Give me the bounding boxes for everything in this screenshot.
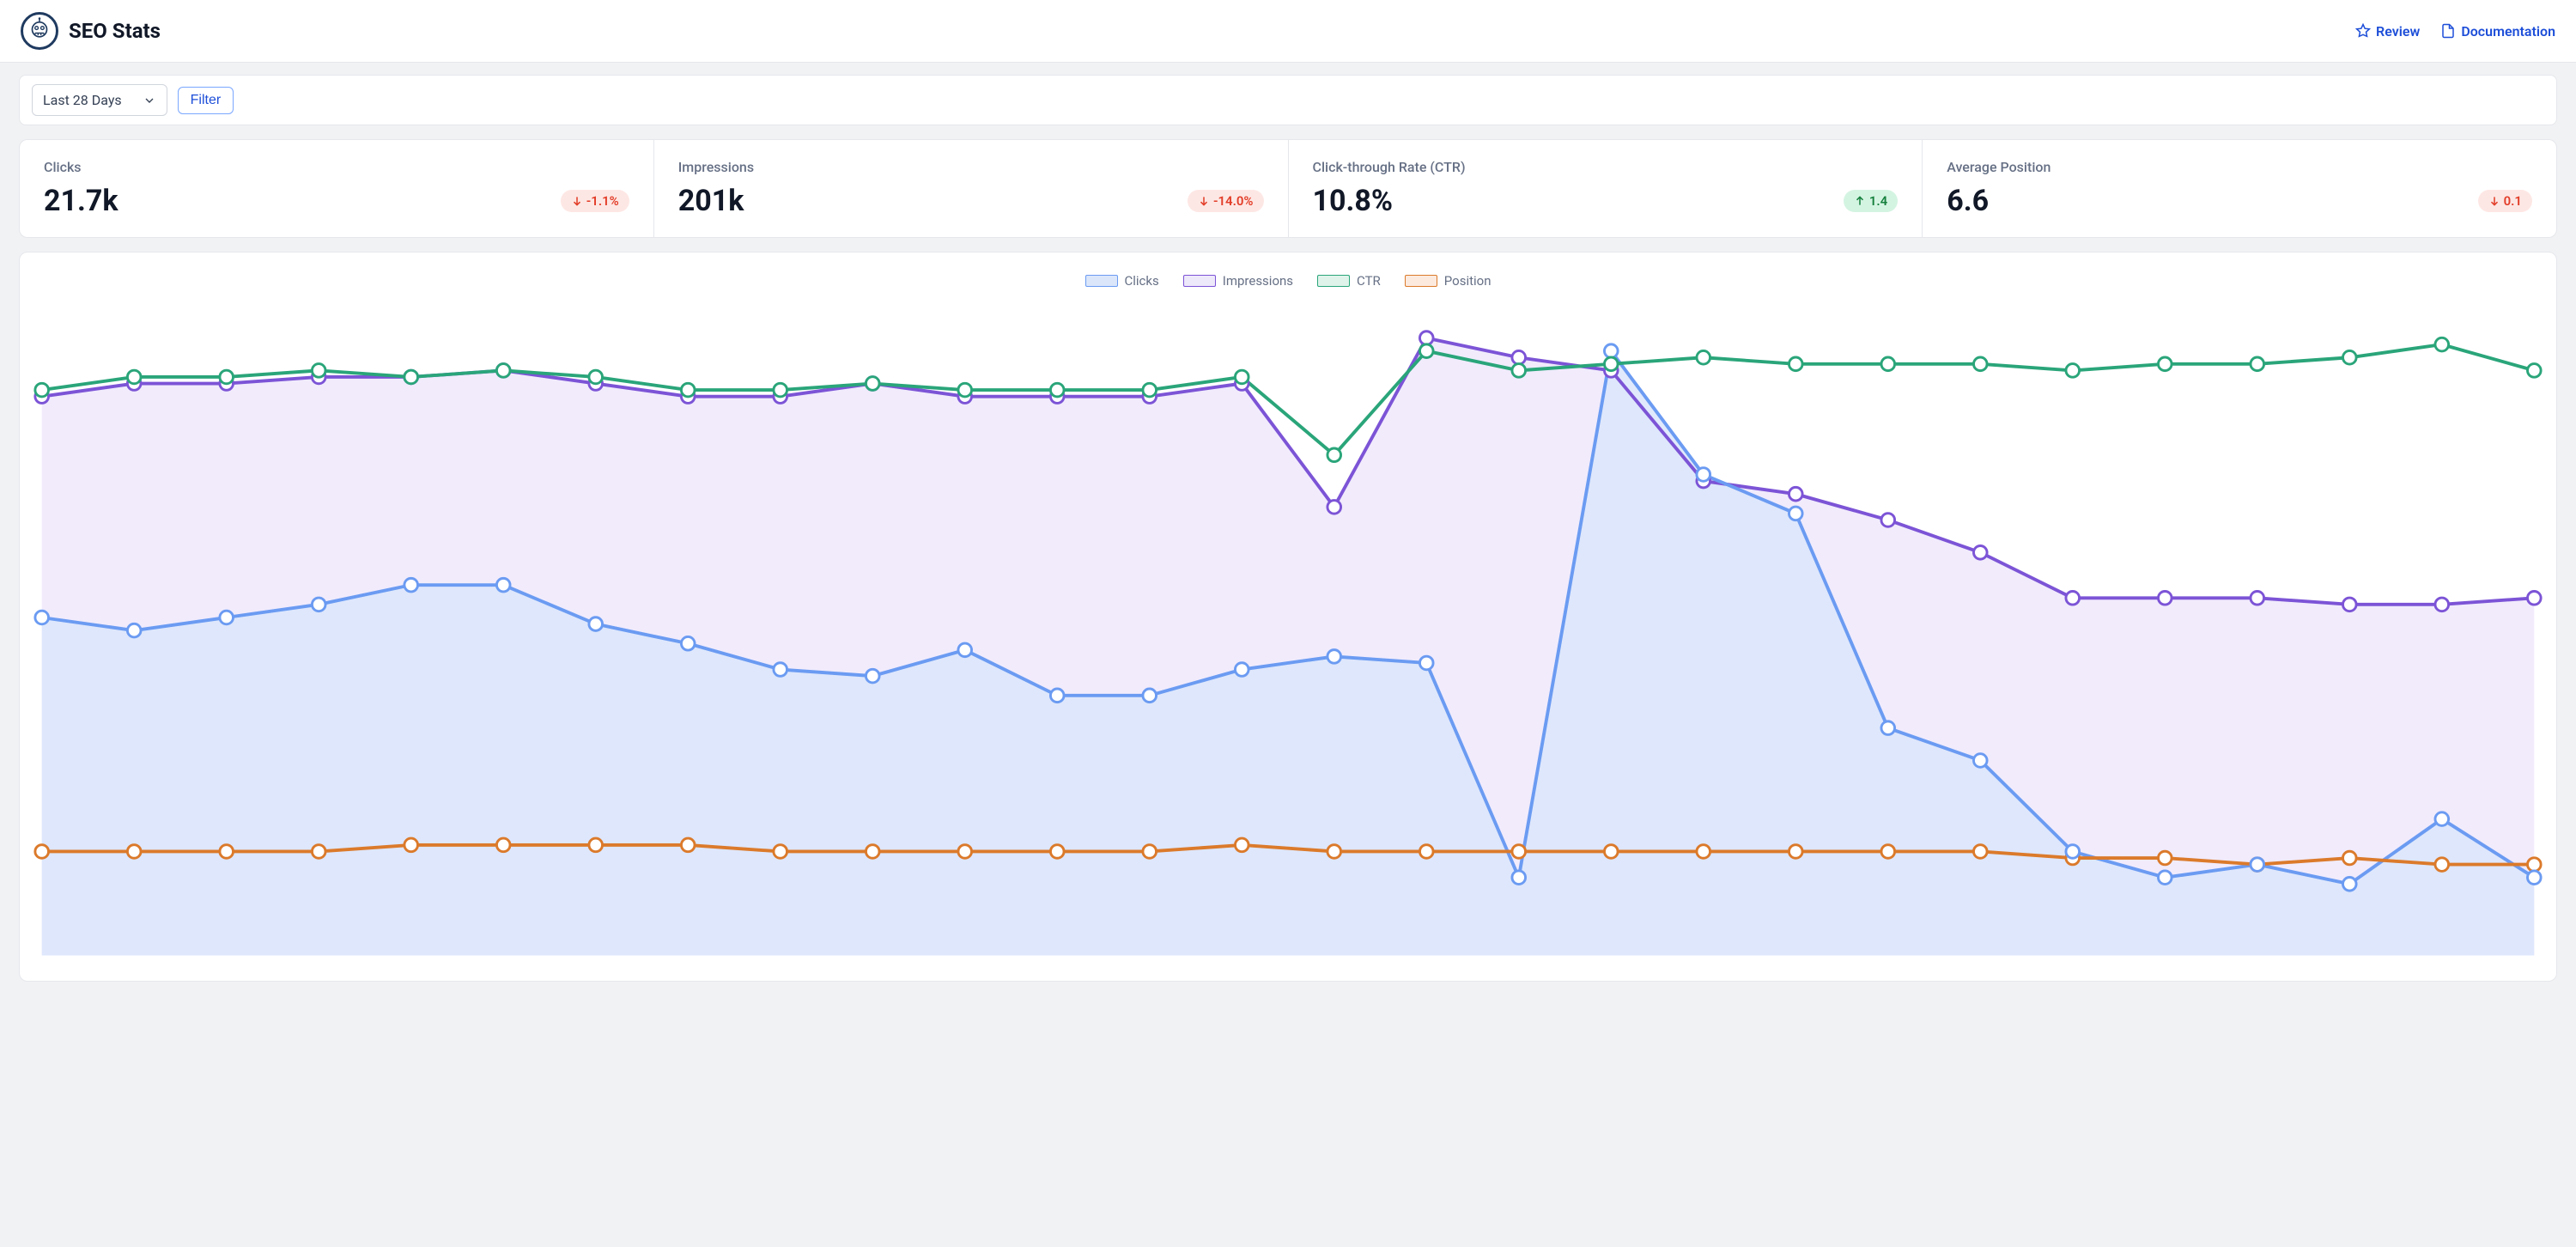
review-link[interactable]: Review	[2355, 23, 2420, 40]
top-links: Review Documentation	[2355, 23, 2555, 40]
date-range-select[interactable]: Last 28 Days	[32, 84, 167, 116]
metric-delta: 0.1	[2504, 193, 2522, 209]
topbar: SEO Stats Review Documentation	[0, 0, 2576, 63]
metric-card-impressions: Impressions 201k -14.0%	[654, 140, 1289, 237]
chart-card: Clicks Impressions CTR Position	[19, 252, 2557, 982]
arrow-up-icon	[1854, 195, 1866, 207]
chart-legend: Clicks Impressions CTR Position	[32, 273, 2544, 289]
app-logo	[21, 12, 58, 50]
chevron-down-icon	[143, 94, 156, 107]
metric-title: Impressions	[678, 159, 1264, 175]
metric-value: 21.7k	[44, 184, 118, 218]
metric-value: 6.6	[1947, 184, 1989, 218]
metric-delta-badge: -14.0%	[1188, 190, 1264, 212]
arrow-down-icon	[1198, 195, 1210, 207]
filters-bar: Last 28 Days Filter	[19, 75, 2557, 125]
documentation-link-label: Documentation	[2461, 23, 2555, 40]
metric-delta-badge: 1.4	[1844, 190, 1898, 212]
legend-item-position[interactable]: Position	[1405, 273, 1492, 289]
metric-card-position: Average Position 6.6 0.1	[1923, 140, 2556, 237]
legend-item-clicks[interactable]: Clicks	[1085, 273, 1159, 289]
legend-item-ctr[interactable]: CTR	[1317, 273, 1381, 289]
metric-card-ctr: Click-through Rate (CTR) 10.8% 1.4	[1289, 140, 1923, 237]
robot-icon	[25, 16, 54, 46]
metric-cards: Clicks 21.7k -1.1% Impressions 201k -14.…	[19, 139, 2557, 238]
metric-value: 10.8%	[1313, 184, 1394, 218]
date-range-selected: Last 28 Days	[43, 92, 122, 108]
arrow-down-icon	[571, 195, 583, 207]
metric-delta: -1.1%	[586, 193, 619, 209]
metric-delta: 1.4	[1869, 193, 1887, 209]
metric-delta-badge: -1.1%	[561, 190, 629, 212]
documentation-link[interactable]: Documentation	[2440, 23, 2555, 40]
metric-title: Click-through Rate (CTR)	[1313, 159, 1899, 175]
chart-svg	[32, 295, 2544, 965]
metric-title: Clicks	[44, 159, 629, 175]
arrow-down-icon	[2488, 195, 2500, 207]
metric-title: Average Position	[1947, 159, 2532, 175]
star-icon	[2355, 23, 2371, 39]
file-icon	[2440, 23, 2456, 39]
chart	[32, 295, 2544, 965]
metric-delta-badge: 0.1	[2478, 190, 2532, 212]
metric-delta: -14.0%	[1213, 193, 1254, 209]
review-link-label: Review	[2376, 23, 2420, 40]
page-title: SEO Stats	[69, 19, 161, 43]
metric-value: 201k	[678, 184, 744, 218]
metric-card-clicks: Clicks 21.7k -1.1%	[20, 140, 654, 237]
legend-item-impressions[interactable]: Impressions	[1183, 273, 1293, 289]
filter-button[interactable]: Filter	[178, 87, 234, 114]
brand: SEO Stats	[21, 12, 161, 50]
